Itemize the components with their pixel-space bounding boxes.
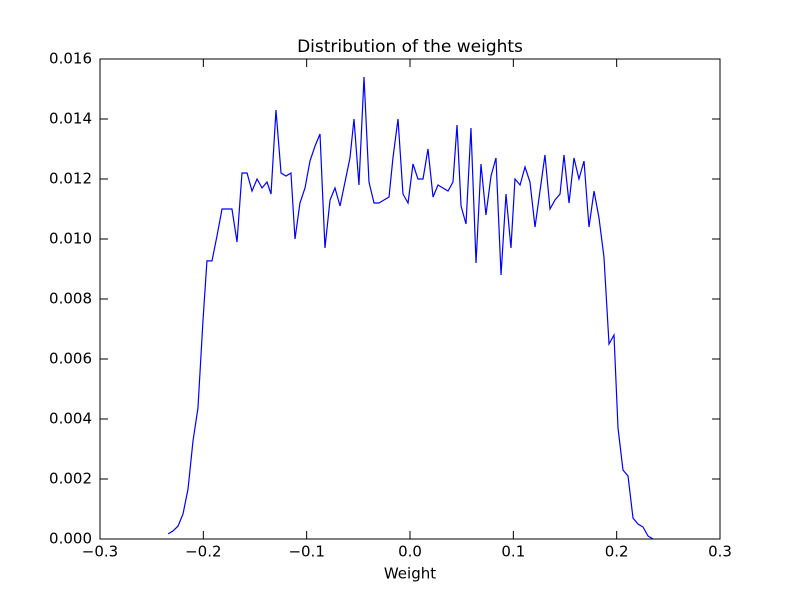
chart-title: Distribution of the weights	[297, 37, 523, 57]
plot-frame	[99, 58, 721, 540]
x-tick-label: 0.3	[708, 543, 732, 561]
y-tick-label: 0.004	[49, 410, 92, 428]
x-tick-label: 0.0	[398, 543, 422, 561]
x-tick-label: −0.2	[185, 543, 221, 561]
x-tick-label: 0.1	[501, 543, 525, 561]
x-tick-label: 0.2	[605, 543, 629, 561]
y-tick-label: 0.016	[49, 50, 92, 68]
y-tick-label: 0.010	[49, 230, 92, 248]
x-tick-label: −0.3	[82, 543, 118, 561]
y-tick-label: 0.006	[49, 350, 92, 368]
y-tick-label: 0.002	[49, 470, 92, 488]
y-tick-label: 0.012	[49, 170, 92, 188]
y-tick-label: 0.000	[49, 530, 92, 548]
x-axis-label: Weight	[384, 565, 436, 583]
y-tick-label: 0.008	[49, 290, 92, 308]
data-line	[167, 76, 654, 540]
x-tick-label: −0.1	[288, 543, 324, 561]
y-tick-label: 0.014	[49, 110, 92, 128]
